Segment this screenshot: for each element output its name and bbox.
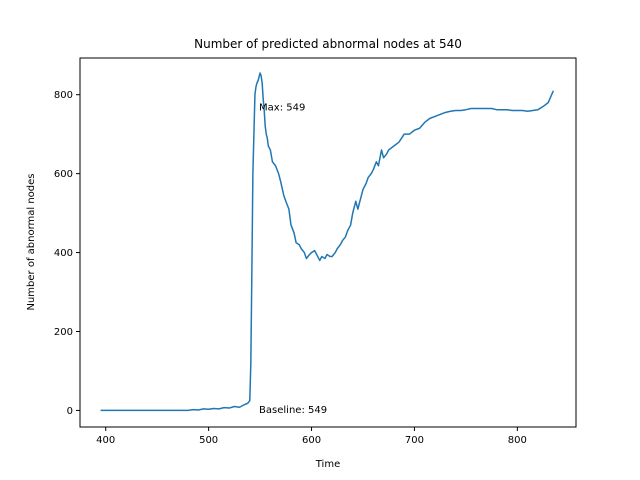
y-tick-label: 600 [54, 169, 73, 180]
plot-area [100, 72, 555, 412]
plot-frame [79, 57, 577, 428]
y-tick-label: 200 [54, 327, 73, 338]
chart-title: Number of predicted abnormal nodes at 54… [194, 37, 462, 51]
x-tick-label: 600 [302, 435, 321, 446]
annotations: Max: 549 Baseline: 549 [259, 103, 327, 417]
x-tick-label: 500 [199, 435, 218, 446]
y-tick-label: 400 [54, 248, 73, 259]
x-axis-label: Time [315, 459, 340, 470]
x-tick-label: 400 [96, 435, 115, 446]
annotation-label: Max: 549 [259, 103, 305, 114]
y-tick-label: 800 [54, 90, 73, 101]
series-line [100, 72, 555, 412]
y-tick-label: 0 [67, 406, 73, 417]
annotation-label: Baseline: 549 [259, 405, 327, 416]
y-axis: 0 200 400 600 800 [54, 90, 80, 417]
x-axis: 400 500 600 700 800 [96, 427, 527, 446]
x-tick-label: 800 [508, 435, 527, 446]
x-tick-label: 700 [405, 435, 424, 446]
y-axis-label: Number of abnormal nodes [26, 173, 37, 310]
